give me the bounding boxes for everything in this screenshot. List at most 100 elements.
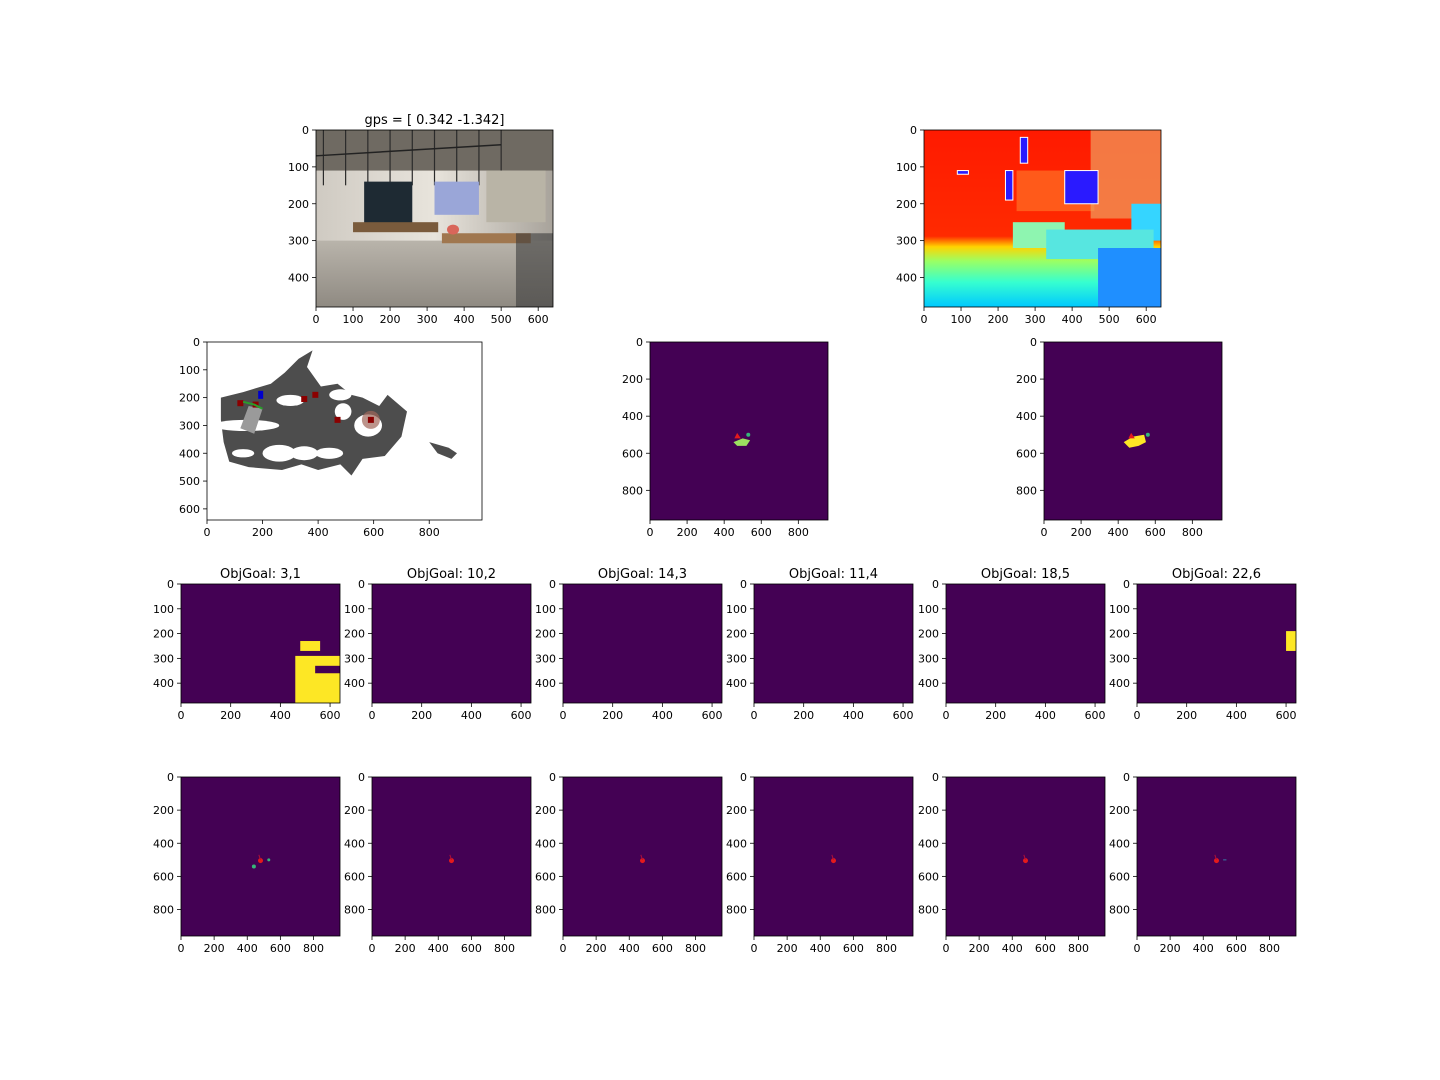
heatmap-background bbox=[563, 584, 722, 703]
x-tick-label: 0 bbox=[647, 526, 654, 539]
y-tick-label: 200 bbox=[896, 198, 917, 211]
y-tick-label: 0 bbox=[740, 578, 747, 591]
x-tick-label: 0 bbox=[369, 709, 376, 722]
subplot-title: ObjGoal: 10,2 bbox=[407, 567, 496, 582]
y-tick-label: 100 bbox=[288, 161, 309, 174]
y-tick-label: 100 bbox=[535, 603, 556, 616]
subplot-title: ObjGoal: 3,1 bbox=[220, 567, 301, 582]
y-tick-label: 600 bbox=[1109, 870, 1130, 883]
axes-frame bbox=[649, 341, 829, 521]
x-tick-label: 600 bbox=[652, 942, 673, 955]
subplot-local-map-1: 0 200 400 600 800 0 200 400 600 800 bbox=[622, 336, 829, 539]
y-tick-label: 400 bbox=[535, 677, 556, 690]
x-tick-label: 200 bbox=[988, 313, 1009, 326]
agent-heading bbox=[449, 854, 452, 860]
subplot-depth: 0 100 200 300 400 500 600 0 100 200 300 400 bbox=[896, 124, 1162, 326]
axes-frame bbox=[1136, 583, 1297, 704]
axes-frame bbox=[1043, 341, 1223, 521]
x-tick-label: 800 bbox=[494, 942, 515, 955]
y-tick-label: 0 bbox=[1030, 336, 1037, 349]
y-tick-label: 400 bbox=[344, 677, 365, 690]
y-tick-label: 300 bbox=[535, 652, 556, 665]
y-tick-label: 600 bbox=[1016, 447, 1037, 460]
y-tick-label: 600 bbox=[622, 447, 643, 460]
x-tick-label: 600 bbox=[843, 942, 864, 955]
rgb-railing bbox=[315, 144, 502, 157]
y-tick-label: 200 bbox=[344, 804, 365, 817]
y-tick-label: 0 bbox=[302, 124, 309, 137]
y-tick-label: 200 bbox=[1109, 804, 1130, 817]
topdown-free-space bbox=[220, 350, 407, 476]
x-tick-label: 200 bbox=[1176, 709, 1197, 722]
agent-marker bbox=[1214, 858, 1219, 864]
topdown-obstacle bbox=[262, 444, 296, 462]
x-tick-label: 600 bbox=[270, 942, 291, 955]
subplot-title: gps = [ 0.342 -1.342] bbox=[365, 113, 505, 128]
subplot-map-3: 0 200 400 600 800 0 200 400 600 800 bbox=[535, 771, 723, 955]
x-tick-label: 800 bbox=[1068, 942, 1089, 955]
y-tick-label: 200 bbox=[288, 198, 309, 211]
y-tick-label: 400 bbox=[622, 410, 643, 423]
heatmap-background bbox=[650, 342, 828, 520]
y-tick-label: 600 bbox=[535, 870, 556, 883]
y-tick-label: 200 bbox=[1109, 628, 1130, 641]
y-tick-label: 200 bbox=[918, 804, 939, 817]
x-tick-label: 0 bbox=[1134, 942, 1141, 955]
x-tick-label: 400 bbox=[1108, 526, 1129, 539]
x-tick-label: 200 bbox=[395, 942, 416, 955]
y-tick-label: 400 bbox=[153, 837, 174, 850]
y-tick-label: 600 bbox=[153, 870, 174, 883]
local-map-feature bbox=[1145, 432, 1150, 437]
x-tick-label: 0 bbox=[1134, 709, 1141, 722]
x-tick-label: 600 bbox=[1035, 942, 1056, 955]
axes-frame bbox=[180, 776, 341, 937]
x-tick-label: 600 bbox=[363, 526, 384, 539]
x-tick-label: 600 bbox=[751, 526, 772, 539]
x-tick-label: 600 bbox=[320, 709, 341, 722]
axes-frame bbox=[1136, 776, 1297, 937]
heatmap-background bbox=[754, 777, 913, 936]
x-tick-label: 200 bbox=[1071, 526, 1092, 539]
subplot-goal-10-2: 0 200 400 600 0 100 200 300 400 ObjGoal: 10,2 bbox=[344, 567, 532, 722]
x-tick-label: 200 bbox=[793, 709, 814, 722]
goal-mask-hole bbox=[315, 665, 340, 674]
topdown-object-marker bbox=[334, 416, 341, 423]
x-tick-label: 0 bbox=[751, 709, 758, 722]
topdown-obstacle bbox=[290, 446, 319, 461]
y-tick-label: 200 bbox=[726, 804, 747, 817]
x-tick-label: 200 bbox=[985, 709, 1006, 722]
x-tick-label: 600 bbox=[528, 313, 549, 326]
x-tick-label: 600 bbox=[893, 709, 914, 722]
axes-frame bbox=[180, 583, 341, 704]
subplot-goal-3-1: 0 200 400 600 0 100 200 300 400 ObjGoal: 3,1 bbox=[153, 567, 341, 722]
x-tick-label: 800 bbox=[788, 526, 809, 539]
agent-marker bbox=[449, 858, 454, 864]
local-map-feature bbox=[733, 438, 751, 446]
x-tick-label: 200 bbox=[380, 313, 401, 326]
y-tick-label: 100 bbox=[179, 364, 200, 377]
y-tick-label: 400 bbox=[535, 837, 556, 850]
depth-region bbox=[1098, 248, 1161, 307]
y-tick-label: 0 bbox=[932, 771, 939, 784]
x-tick-label: 800 bbox=[685, 942, 706, 955]
x-tick-label: 600 bbox=[702, 709, 723, 722]
agent-heading bbox=[258, 854, 261, 860]
x-tick-label: 600 bbox=[461, 942, 482, 955]
y-tick-label: 400 bbox=[288, 272, 309, 285]
heatmap-background bbox=[563, 777, 722, 936]
y-tick-label: 600 bbox=[918, 870, 939, 883]
x-tick-label: 300 bbox=[1025, 313, 1046, 326]
x-tick-label: 0 bbox=[560, 942, 567, 955]
x-tick-label: 200 bbox=[252, 526, 273, 539]
axes-frame bbox=[206, 341, 483, 521]
heatmap-background bbox=[946, 584, 1105, 703]
axes-frame bbox=[753, 776, 914, 937]
heatmap-background bbox=[181, 777, 340, 936]
subplot-goal-14-3: 0 200 400 600 0 100 200 300 400 ObjGoal: 14,3 bbox=[535, 567, 723, 722]
x-tick-label: 400 bbox=[1062, 313, 1083, 326]
x-tick-label: 0 bbox=[1041, 526, 1048, 539]
y-tick-label: 0 bbox=[167, 771, 174, 784]
subplot-rgb: 0 100 200 300 400 500 600 0 100 200 300 400 gps = [ … bbox=[288, 113, 554, 326]
y-tick-label: 200 bbox=[918, 628, 939, 641]
y-tick-label: 600 bbox=[726, 870, 747, 883]
